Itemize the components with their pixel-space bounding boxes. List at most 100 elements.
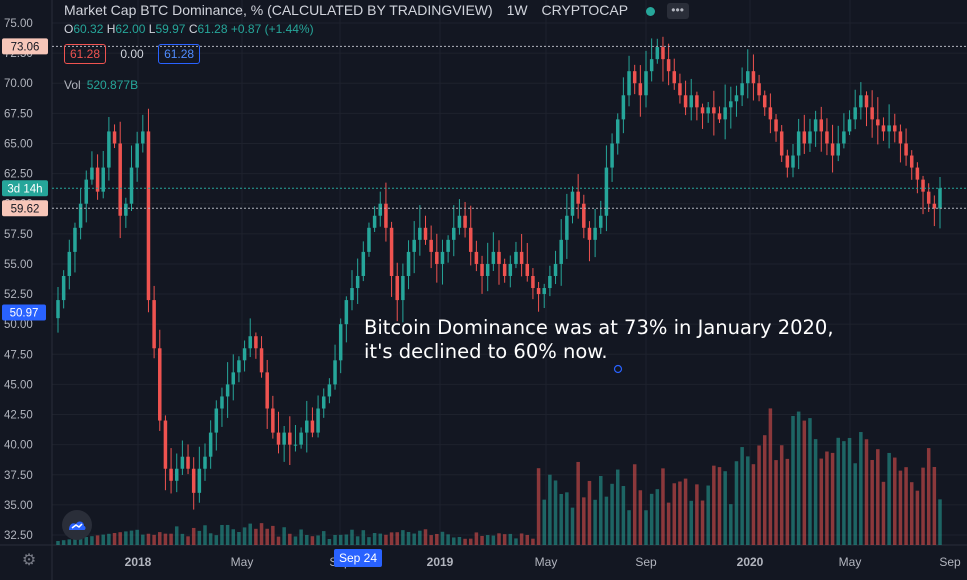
volume-bar bbox=[655, 489, 660, 545]
crosshair-price-label: 50.97 bbox=[10, 307, 39, 319]
candle-body bbox=[621, 95, 626, 120]
volume-bar bbox=[525, 534, 530, 545]
candle-body bbox=[186, 456, 190, 469]
volume-bar bbox=[429, 535, 433, 545]
candle-body bbox=[169, 468, 173, 481]
volume-bar bbox=[203, 525, 207, 545]
buy-price-button[interactable]: 61.28 bbox=[158, 44, 201, 64]
candle-body bbox=[762, 95, 767, 108]
candle-body bbox=[124, 203, 128, 216]
x-tick-label: 2020 bbox=[737, 555, 764, 569]
volume-bar bbox=[632, 464, 637, 545]
candle-body bbox=[112, 131, 117, 144]
volume-bar bbox=[101, 534, 105, 545]
more-options-icon[interactable]: ••• bbox=[666, 3, 689, 20]
candle-body bbox=[531, 275, 535, 289]
y-tick-label: 70.00 bbox=[4, 78, 33, 90]
candle-body bbox=[689, 95, 693, 108]
volume-bar bbox=[678, 481, 682, 545]
candle-body bbox=[67, 251, 72, 276]
candle-body bbox=[367, 227, 371, 252]
tradingview-logo-icon[interactable] bbox=[62, 510, 92, 540]
volume-bar bbox=[519, 533, 524, 545]
volume-bar bbox=[265, 528, 269, 545]
candle-body bbox=[853, 107, 857, 120]
volume-bar bbox=[61, 540, 66, 545]
low-label: L bbox=[148, 22, 156, 36]
x-tick-label: Sep bbox=[939, 555, 961, 569]
volume-bar bbox=[796, 411, 801, 545]
volume-bar bbox=[367, 537, 371, 545]
candle-body bbox=[259, 348, 264, 373]
volume-bar bbox=[423, 529, 428, 545]
candle-body bbox=[321, 396, 326, 409]
volume-bar bbox=[310, 536, 315, 545]
volume-bar bbox=[898, 470, 903, 545]
volume-bar bbox=[214, 535, 219, 545]
candle-body bbox=[904, 143, 908, 156]
open-label: O bbox=[64, 22, 74, 36]
volume-bar bbox=[870, 459, 874, 545]
volume-bar bbox=[808, 418, 812, 545]
candle-body bbox=[599, 215, 603, 228]
volume-bar bbox=[582, 497, 586, 545]
candle-body bbox=[180, 456, 185, 469]
volume-bar bbox=[813, 439, 818, 545]
volume-bar bbox=[56, 541, 60, 545]
candle-body bbox=[808, 131, 812, 144]
candle-body bbox=[593, 227, 597, 240]
candle-body bbox=[842, 131, 846, 144]
volume-bar bbox=[316, 535, 320, 545]
candle-body bbox=[248, 336, 252, 349]
volume-bar bbox=[819, 458, 824, 545]
y-tick-label: 45.00 bbox=[4, 379, 33, 391]
volume-bar bbox=[355, 536, 360, 545]
candle-body bbox=[406, 251, 411, 276]
volume-bar bbox=[468, 538, 473, 545]
volume-bar bbox=[542, 499, 546, 545]
volume-bar bbox=[593, 499, 597, 545]
candle-body bbox=[672, 71, 677, 84]
volume-bar bbox=[406, 531, 411, 545]
candle-body bbox=[582, 203, 586, 228]
low-value: 59.97 bbox=[155, 22, 186, 36]
candle-body bbox=[282, 432, 286, 445]
candle-body bbox=[265, 372, 269, 409]
volume-bar bbox=[412, 533, 416, 545]
volume-bar bbox=[90, 536, 94, 545]
settings-gear-icon[interactable]: ⚙ bbox=[21, 552, 37, 569]
interval-label[interactable]: 1W bbox=[506, 2, 528, 18]
volume-bar bbox=[859, 432, 863, 545]
volume-bar bbox=[305, 534, 309, 545]
volume-bar bbox=[361, 530, 366, 545]
volume-bar bbox=[435, 533, 439, 545]
candle-body bbox=[825, 131, 829, 144]
volume-bar bbox=[762, 435, 767, 545]
volume-bar bbox=[774, 460, 778, 545]
y-tick-label: 57.50 bbox=[4, 229, 33, 241]
y-tick-label: 52.50 bbox=[4, 289, 33, 301]
candle-body bbox=[695, 95, 699, 108]
volume-bar bbox=[174, 526, 179, 545]
candle-body bbox=[418, 227, 422, 240]
volume-bar bbox=[225, 524, 230, 545]
high-label: H bbox=[106, 22, 116, 36]
volume-bar bbox=[734, 461, 739, 545]
candle-body bbox=[627, 71, 631, 96]
candle-body bbox=[570, 191, 575, 216]
status-dot-icon bbox=[645, 6, 655, 16]
candle-body bbox=[355, 275, 360, 289]
sell-price-button[interactable]: 61.28 bbox=[64, 44, 107, 64]
volume-bar bbox=[548, 474, 552, 545]
chart-annotation[interactable]: Bitcoin Dominance was at 73% in January … bbox=[364, 316, 834, 364]
y-tick-label: 75.00 bbox=[4, 18, 33, 30]
candle-body bbox=[723, 107, 727, 120]
candle-body bbox=[214, 408, 219, 433]
high-price-line-label: 73.06 bbox=[11, 41, 40, 53]
crosshair-price-tag bbox=[2, 304, 46, 321]
candle-body bbox=[712, 107, 716, 114]
candle-body bbox=[372, 215, 377, 228]
candle-body bbox=[870, 107, 874, 120]
candle-body bbox=[129, 167, 134, 204]
